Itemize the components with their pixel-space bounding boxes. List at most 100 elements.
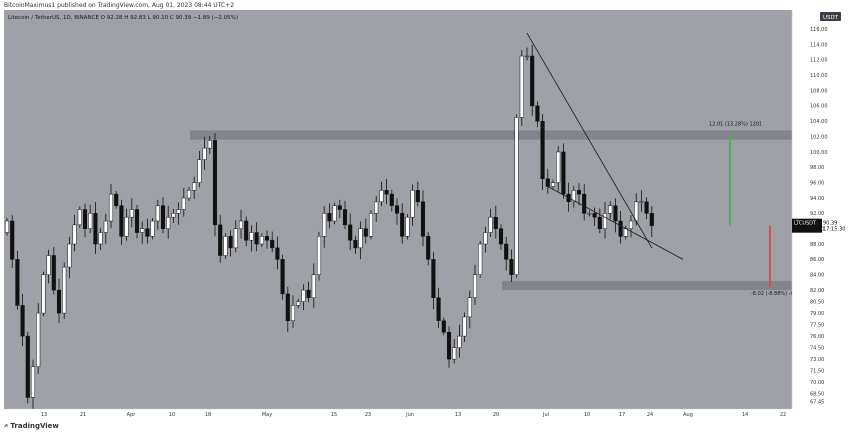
candle[interactable] [623, 228, 628, 237]
candle[interactable] [400, 213, 405, 237]
candle[interactable] [530, 55, 535, 107]
candle[interactable] [270, 239, 275, 249]
support-zone[interactable] [502, 280, 800, 291]
candle[interactable] [597, 216, 602, 229]
candle[interactable] [306, 289, 311, 298]
candle[interactable] [124, 216, 129, 237]
candle[interactable] [72, 224, 77, 245]
candle[interactable] [472, 274, 478, 298]
candle[interactable] [327, 213, 332, 222]
candle[interactable] [88, 213, 93, 229]
candle[interactable] [41, 274, 46, 314]
candle[interactable] [249, 232, 254, 241]
candle[interactable] [576, 190, 582, 195]
candle[interactable] [436, 297, 441, 322]
candle[interactable] [207, 140, 212, 149]
downside-measure-bar[interactable] [769, 225, 771, 288]
candle[interactable] [426, 236, 431, 260]
wedge-lower-trendline[interactable] [547, 186, 684, 260]
candle[interactable] [405, 216, 410, 237]
candle[interactable] [30, 366, 36, 398]
candle[interactable] [504, 243, 509, 260]
candle[interactable] [493, 216, 498, 229]
candle[interactable] [550, 182, 556, 187]
candle[interactable] [384, 190, 389, 195]
candle[interactable] [197, 159, 202, 183]
upside-measure-bar[interactable] [729, 133, 731, 226]
candle[interactable] [202, 147, 207, 160]
candle[interactable] [587, 213, 592, 215]
candle[interactable] [10, 220, 15, 260]
candle[interactable] [181, 197, 186, 210]
candle[interactable] [353, 239, 358, 249]
candle[interactable] [556, 151, 561, 183]
candle[interactable] [150, 220, 155, 237]
candle[interactable] [15, 259, 20, 306]
candle[interactable] [145, 228, 150, 237]
candle[interactable] [649, 213, 654, 226]
candle[interactable] [509, 259, 514, 275]
candle[interactable] [535, 105, 540, 122]
candle[interactable] [363, 228, 368, 237]
resistance-zone[interactable] [190, 130, 792, 140]
candle[interactable] [155, 205, 160, 222]
candle[interactable] [561, 151, 566, 195]
candle[interactable] [524, 55, 530, 58]
candle[interactable] [56, 289, 62, 314]
candle[interactable] [186, 190, 192, 199]
candle[interactable] [51, 255, 56, 291]
candle[interactable] [166, 216, 171, 229]
candle[interactable] [212, 140, 218, 226]
candle[interactable] [389, 193, 394, 206]
candle[interactable] [545, 178, 550, 187]
candle[interactable] [332, 205, 337, 222]
candle[interactable] [129, 209, 134, 218]
candle[interactable] [441, 320, 446, 333]
candle[interactable] [394, 205, 400, 214]
candle[interactable] [275, 247, 280, 260]
candle[interactable] [280, 259, 285, 295]
candle[interactable] [358, 228, 363, 249]
candle[interactable] [431, 259, 436, 298]
candle[interactable] [119, 205, 124, 237]
candle[interactable] [628, 220, 634, 229]
candle[interactable] [462, 316, 467, 337]
candle[interactable] [348, 224, 353, 241]
price-axis[interactable] [792, 10, 850, 409]
candle[interactable] [46, 255, 51, 275]
candle[interactable] [608, 205, 613, 214]
wedge-upper-trendline[interactable] [526, 32, 653, 249]
candle[interactable] [337, 205, 342, 210]
candle[interactable] [342, 209, 348, 226]
candle[interactable] [103, 220, 108, 233]
candle[interactable] [4, 220, 10, 233]
candle[interactable] [218, 224, 223, 256]
candle[interactable] [415, 190, 420, 203]
candle[interactable] [296, 301, 301, 306]
candle[interactable] [108, 193, 114, 222]
candle[interactable] [114, 193, 119, 206]
candle[interactable] [639, 201, 644, 203]
candle[interactable] [467, 297, 472, 318]
candle[interactable] [452, 347, 457, 360]
candle[interactable] [36, 312, 41, 368]
candle[interactable] [618, 220, 623, 237]
candle[interactable] [446, 332, 452, 360]
candle[interactable] [77, 209, 82, 226]
candle[interactable] [67, 243, 72, 268]
candle[interactable] [238, 220, 244, 229]
candle[interactable] [322, 213, 327, 237]
candle[interactable] [571, 190, 576, 203]
candle[interactable] [160, 205, 166, 229]
candle[interactable] [93, 213, 98, 245]
candle[interactable] [25, 335, 30, 398]
candle[interactable] [519, 55, 524, 118]
footer-brand[interactable]: TradingView [10, 422, 59, 430]
candle[interactable] [311, 274, 316, 298]
candle[interactable] [290, 305, 296, 322]
candle[interactable] [644, 201, 649, 214]
candle[interactable] [368, 213, 374, 237]
candle[interactable] [285, 293, 290, 322]
candle[interactable] [478, 243, 483, 275]
